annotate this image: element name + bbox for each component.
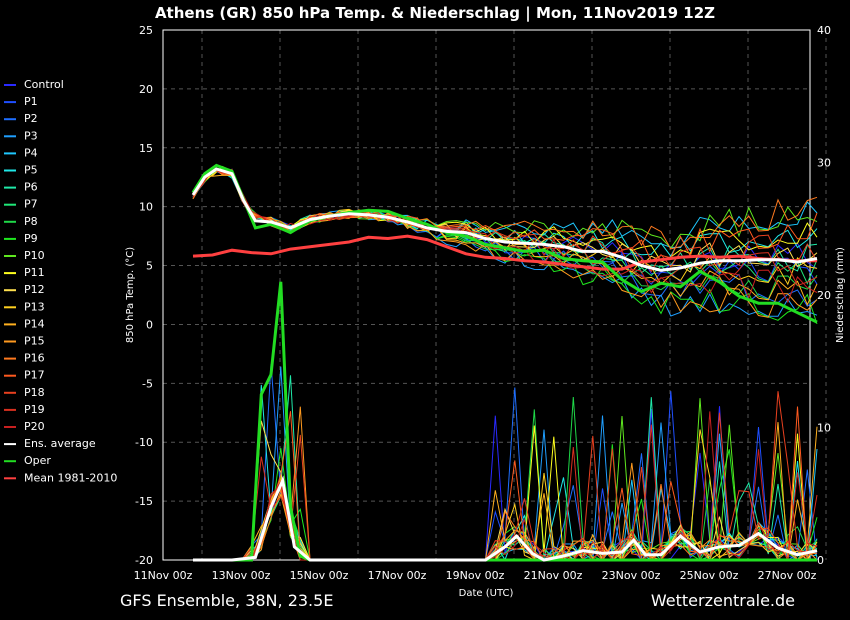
y-axis-label: 850 hPa Temp. (°C): [125, 247, 136, 343]
legend-label: Ens. average: [24, 437, 96, 450]
legend-label: P18: [24, 386, 45, 399]
member-temp-line: [192, 168, 818, 325]
y2-axis-ticks: 0 10 20 30 40: [817, 24, 831, 567]
x-tick-label: 19Nov 00z: [446, 569, 505, 582]
y2-tick-label: 40: [817, 24, 831, 37]
chart-title: Athens (GR) 850 hPa Temp. & Niederschlag…: [155, 4, 715, 23]
x-axis-ticks: 11Nov 00z 13Nov 00z 15Nov 00z 17Nov 00z 19No…: [134, 569, 817, 582]
y-tick-label: -20: [135, 554, 153, 567]
x-tick-label: 23Nov 00z: [602, 569, 661, 582]
legend-label: P5: [24, 164, 38, 177]
y-tick-label: 25: [139, 24, 153, 37]
legend-label: P9: [24, 232, 38, 245]
y-axis-ticks: -20 -15 -10 -5 0 5 10 15 20 25: [135, 24, 153, 567]
member-precip-line: [193, 391, 817, 562]
member-temp-line: [192, 167, 818, 263]
legend-label: P12: [24, 283, 45, 296]
y-tick-label: 0: [146, 318, 153, 331]
y2-tick-label: 20: [817, 289, 831, 302]
legend-label: Mean 1981-2010: [24, 471, 117, 484]
legend-label: P8: [24, 215, 38, 228]
legend-label: P6: [24, 181, 38, 194]
y2-tick-label: 30: [817, 157, 831, 170]
y-tick-label: -15: [135, 495, 153, 508]
y2-tick-label: 0: [817, 554, 824, 567]
legend: Control P1 P2 P3 P4 P5 P6 P7 P8 P9 P10 P11 P12 P13 P14…: [4, 78, 117, 484]
y2-axis-label: Niederschlag (mm): [835, 247, 846, 343]
ens-average-precip-line: [193, 475, 818, 562]
legend-label: P15: [24, 335, 45, 348]
legend-label: P4: [24, 146, 38, 159]
legend-label: P17: [24, 369, 45, 382]
y-tick-label: 10: [139, 201, 153, 214]
footer-model-location: GFS Ensemble, 38N, 23.5E: [120, 591, 333, 610]
x-tick-label: 17Nov 00z: [368, 569, 427, 582]
legend-label: P3: [24, 129, 38, 142]
x-tick-label: 27Nov 00z: [758, 569, 817, 582]
legend-label: P14: [24, 317, 45, 330]
legend-label: P16: [24, 352, 45, 365]
mean-1981-2010-line: [192, 234, 817, 271]
legend-label: P11: [24, 266, 45, 279]
x-tick-label: 15Nov 00z: [290, 569, 349, 582]
y-tick-label: 20: [139, 83, 153, 96]
x-tick-label: 21Nov 00z: [524, 569, 583, 582]
y-tick-label: -10: [135, 436, 153, 449]
legend-label: P2: [24, 112, 38, 125]
x-axis-label: Date (UTC): [459, 588, 514, 599]
legend-label: Oper: [24, 454, 51, 467]
y-tick-label: -5: [142, 377, 153, 390]
ens-average-temp-line: [191, 167, 818, 272]
y-tick-label: 15: [139, 142, 153, 155]
special-series: [191, 163, 818, 562]
oper-temp-line: [191, 163, 818, 324]
legend-label: Control: [24, 78, 64, 91]
legend-label: P20: [24, 420, 45, 433]
y-tick-label: 5: [146, 260, 153, 273]
x-tick-label: 13Nov 00z: [212, 569, 271, 582]
legend-label: P7: [24, 198, 38, 211]
x-tick-label: 25Nov 00z: [680, 569, 739, 582]
legend-label: P13: [24, 300, 45, 313]
legend-label: P10: [24, 249, 45, 262]
x-tick-label: 11Nov 00z: [134, 569, 193, 582]
footer-source: Wetterzentrale.de: [651, 591, 795, 610]
legend-label: P1: [24, 95, 38, 108]
legend-label: P19: [24, 403, 45, 416]
y2-tick-label: 10: [817, 422, 831, 435]
